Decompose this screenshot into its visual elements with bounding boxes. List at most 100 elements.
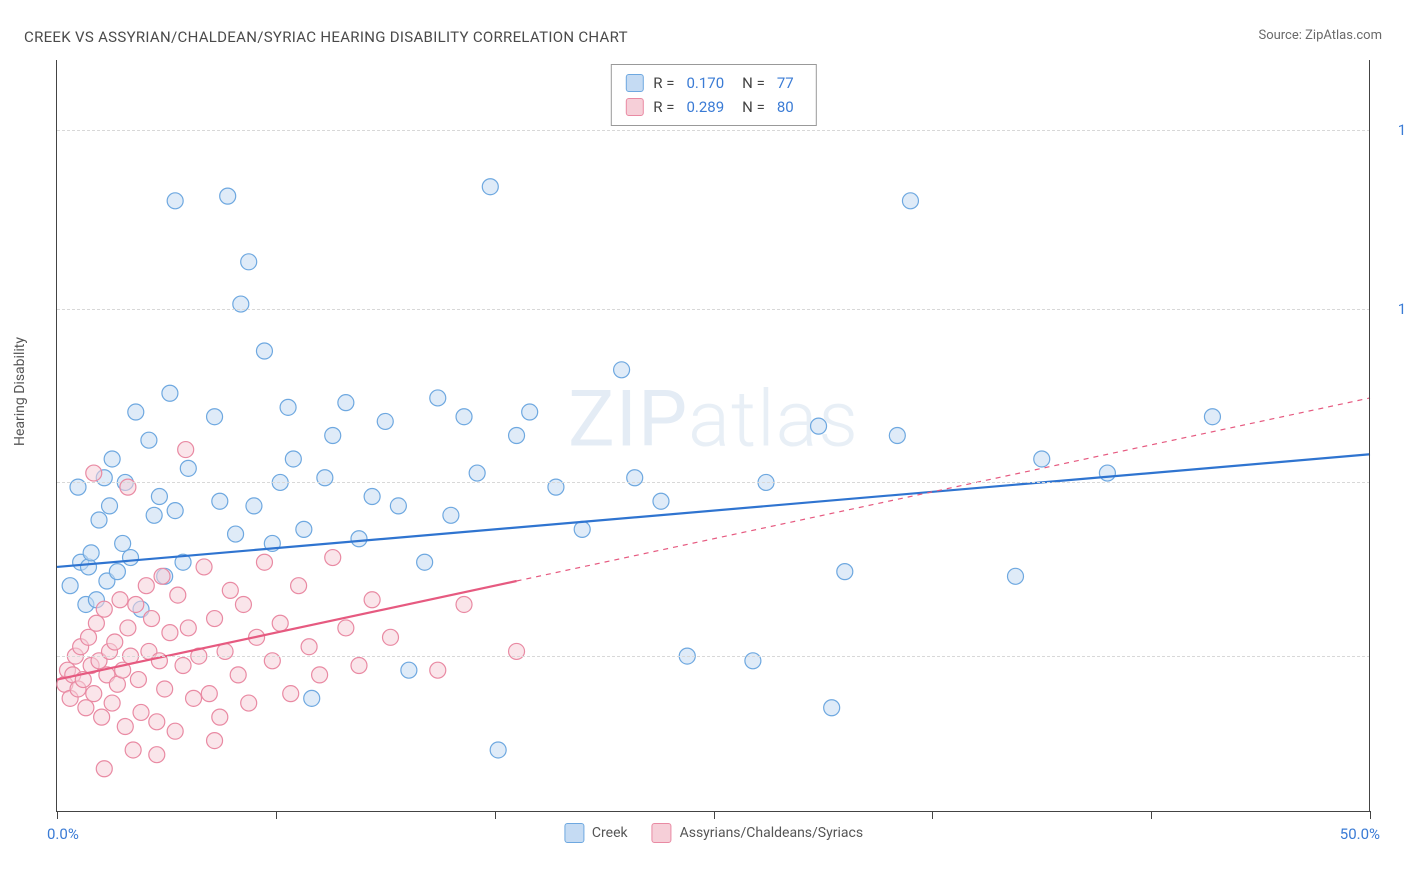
y-tick-label: 3.8% [1378, 647, 1406, 665]
scatter-point [325, 550, 341, 566]
scatter-point [285, 451, 301, 467]
scatter-point [196, 559, 212, 575]
scatter-point [141, 432, 157, 448]
scatter-point [123, 550, 139, 566]
scatter-point [1034, 451, 1050, 467]
stats-row-assyrian: R = 0.289 N = 80 [625, 95, 801, 119]
scatter-point [1204, 409, 1220, 425]
scatter-point [390, 498, 406, 514]
scatter-point [78, 700, 94, 716]
gridline [57, 482, 1370, 483]
scatter-point [162, 625, 178, 641]
x-min-label: 0.0% [47, 825, 79, 843]
source-label: Source: ZipAtlas.com [1258, 28, 1382, 43]
scatter-point [149, 747, 165, 763]
scatter-point [312, 667, 328, 683]
y-tick-label: 11.2% [1378, 300, 1406, 318]
scatter-point [824, 700, 840, 716]
scatter-point [81, 629, 97, 645]
scatter-point [482, 179, 498, 195]
scatter-point [522, 404, 538, 420]
y-tick-label: 7.5% [1378, 473, 1406, 491]
scatter-point [86, 686, 102, 702]
scatter-point [125, 742, 141, 758]
swatch-assyrian [625, 98, 643, 116]
stat-r-label: R = [653, 95, 674, 119]
scatter-point [246, 498, 262, 514]
scatter-point [280, 399, 296, 415]
scatter-point [256, 343, 272, 359]
scatter-point [456, 409, 472, 425]
scatter-point [149, 714, 165, 730]
scatter-point [1007, 568, 1023, 584]
scatter-point [186, 690, 202, 706]
scatter-point [180, 620, 196, 636]
scatter-point [144, 611, 160, 627]
scatter-point [338, 395, 354, 411]
scatter-point [272, 615, 288, 631]
scatter-point [154, 568, 170, 584]
scatter-point [417, 554, 433, 570]
scatter-point [178, 442, 194, 458]
y-axis-label: Hearing Disability [12, 337, 28, 446]
scatter-point [212, 493, 228, 509]
x-tick [932, 811, 933, 819]
legend-label-assyrian: Assyrians/Chaldeans/Syriacs [680, 825, 863, 841]
scatter-point [81, 559, 97, 575]
scatter-point [902, 193, 918, 209]
scatter-point [112, 592, 128, 608]
x-tick [1370, 811, 1371, 819]
stat-r-label: R = [653, 71, 674, 95]
stats-legend-box: R = 0.170 N = 77 R = 0.289 N = 80 [610, 64, 816, 126]
legend-item-assyrian: Assyrians/Chaldeans/Syriacs [652, 823, 863, 843]
scatter-point [230, 667, 246, 683]
scatter-point [88, 615, 104, 631]
scatter-point [241, 254, 257, 270]
scatter-point [283, 686, 299, 702]
scatter-point [338, 620, 354, 636]
scatter-point [212, 709, 228, 725]
scatter-point [364, 592, 380, 608]
scatter-point [128, 596, 144, 612]
scatter-point [115, 535, 131, 551]
scatter-point [1099, 465, 1115, 481]
x-tick [276, 811, 277, 819]
plot-area: ZIPatlas R = 0.170 N = 77 R = 0.289 N = … [56, 60, 1370, 812]
scatter-point [109, 564, 125, 580]
scatter-point [456, 596, 472, 612]
scatter-point [509, 428, 525, 444]
scatter-point [325, 428, 341, 444]
scatter-point [296, 521, 312, 537]
scatter-point [291, 578, 307, 594]
scatter-point [304, 690, 320, 706]
scatter-point [102, 498, 118, 514]
y-tick-label: 15.0% [1378, 121, 1406, 139]
scatter-point [889, 428, 905, 444]
scatter-point [62, 578, 78, 594]
x-tick [1151, 811, 1152, 819]
x-tick [495, 811, 496, 819]
scatter-point [383, 629, 399, 645]
scatter-point [222, 582, 238, 598]
scatter-point [138, 578, 154, 594]
stat-n-assyrian: 80 [777, 95, 794, 119]
scatter-point [96, 761, 112, 777]
scatter-point [430, 390, 446, 406]
stats-row-creek: R = 0.170 N = 77 [625, 71, 801, 95]
swatch-creek-bottom [564, 823, 584, 843]
scatter-point [653, 493, 669, 509]
x-tick [57, 811, 58, 819]
scatter-point [241, 695, 257, 711]
scatter-svg [57, 60, 1370, 811]
scatter-point [167, 723, 183, 739]
scatter-point [128, 404, 144, 420]
scatter-point [107, 634, 123, 650]
scatter-point [130, 672, 146, 688]
scatter-point [837, 564, 853, 580]
scatter-point [146, 507, 162, 523]
scatter-point [175, 657, 191, 673]
scatter-point [162, 385, 178, 401]
scatter-point [811, 418, 827, 434]
scatter-point [614, 362, 630, 378]
scatter-point [120, 620, 136, 636]
